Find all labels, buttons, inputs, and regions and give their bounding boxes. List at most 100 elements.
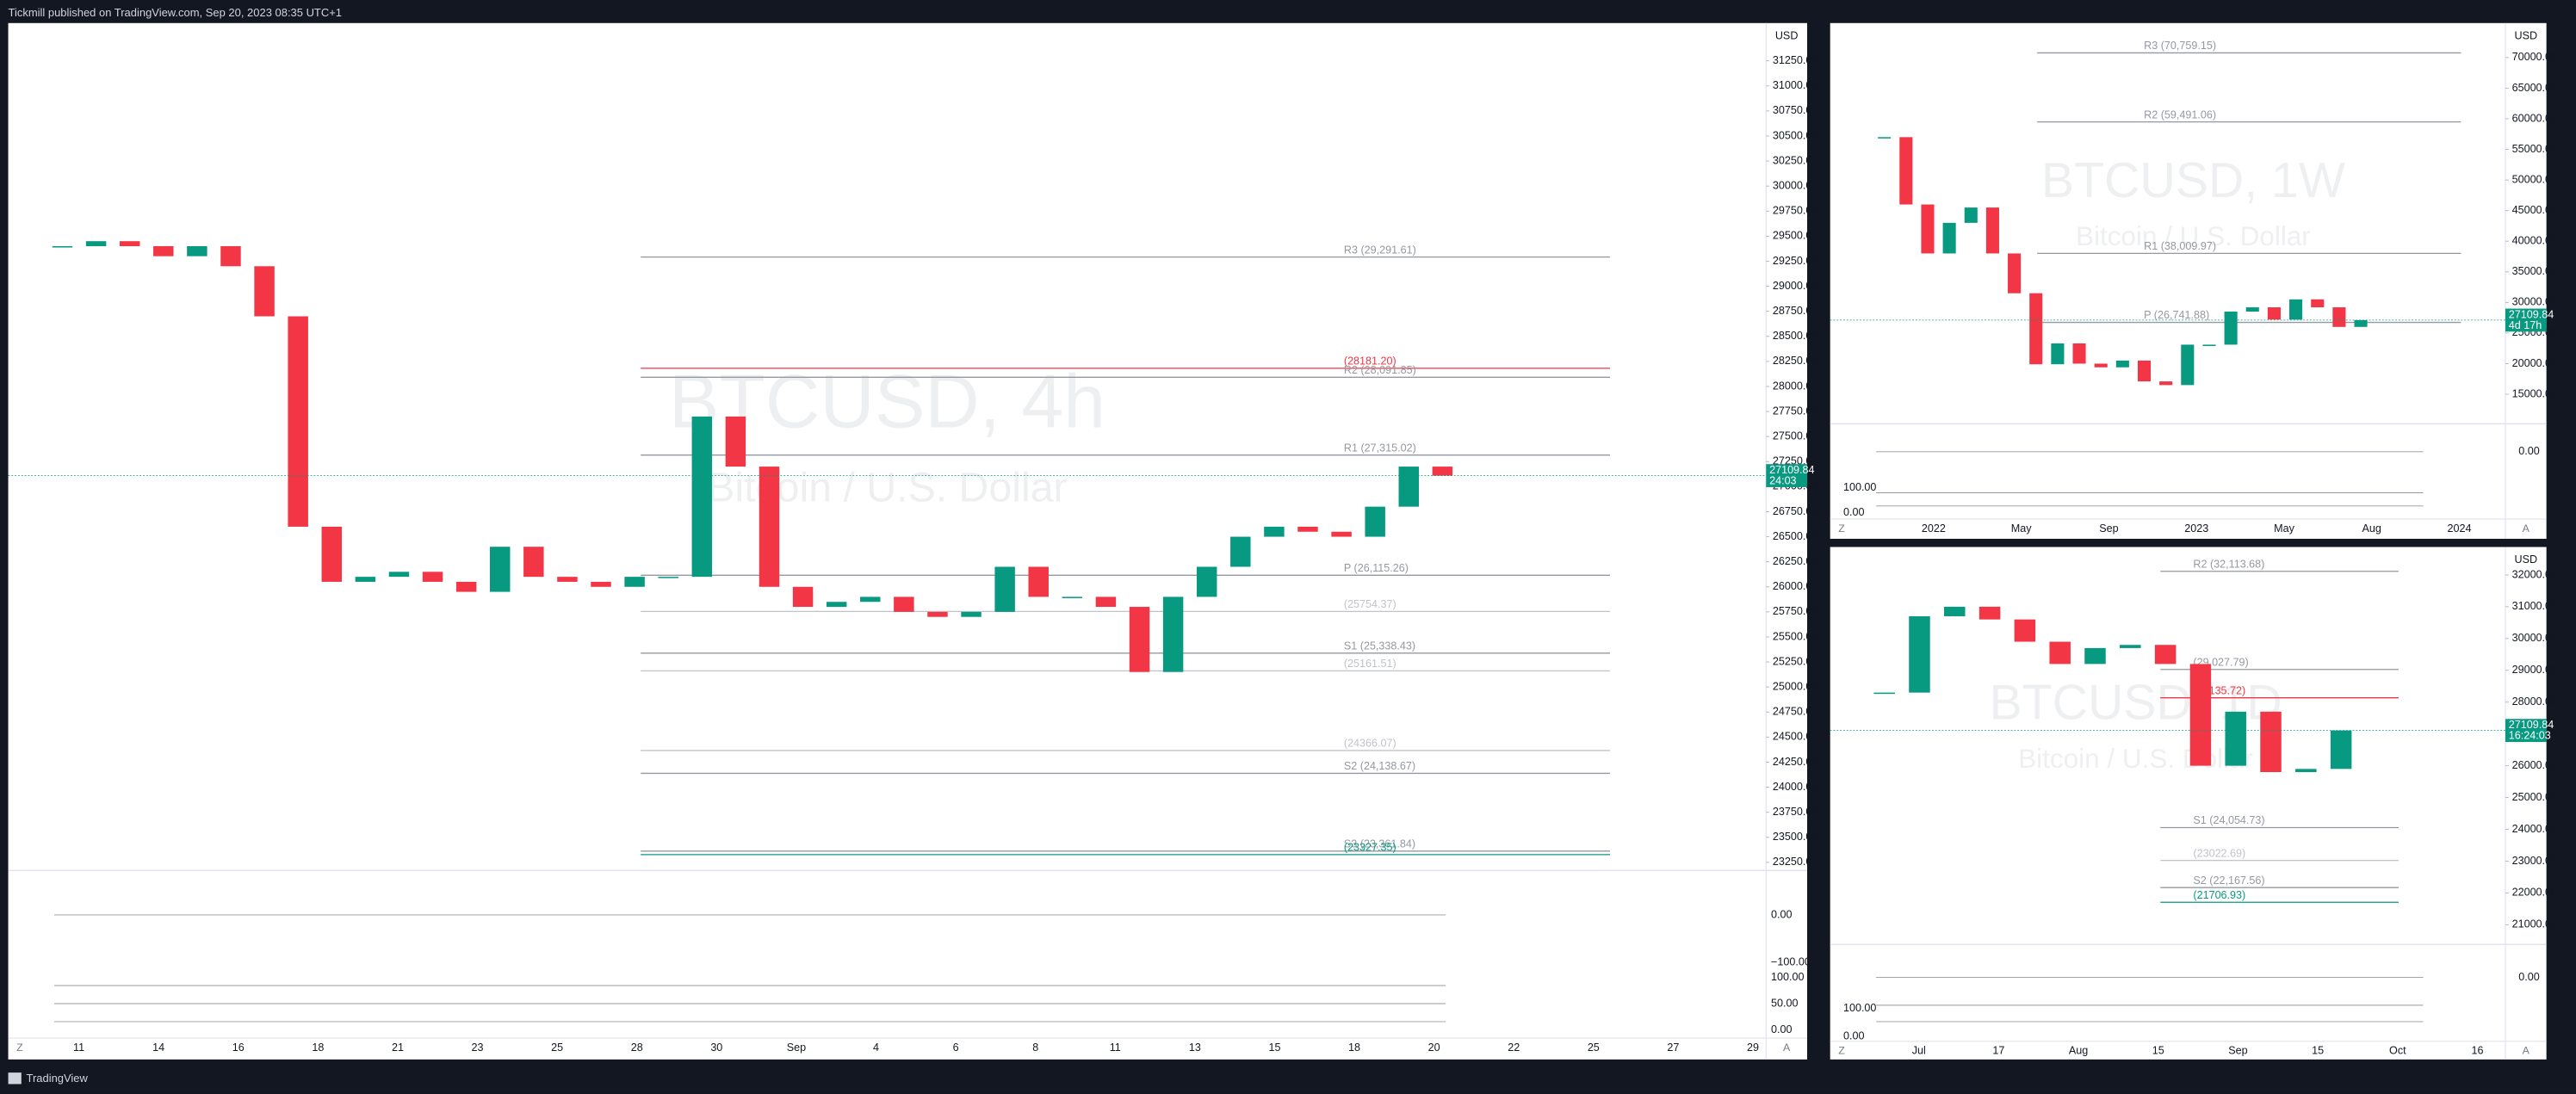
candle bbox=[2245, 307, 2259, 312]
candle bbox=[624, 577, 645, 587]
pivot-label: R2 (59,491.06) bbox=[2144, 108, 2216, 121]
candle bbox=[658, 577, 678, 578]
candle bbox=[220, 246, 241, 267]
candle bbox=[1196, 566, 1217, 597]
y-tick-label: 23000.00 bbox=[2512, 855, 2557, 867]
candle bbox=[1944, 606, 1966, 616]
oscillator-label: 0.00 bbox=[1843, 506, 1864, 518]
candle bbox=[1062, 596, 1083, 598]
candle bbox=[1398, 467, 1420, 507]
pivot-label: R2 (32,113.68) bbox=[2193, 558, 2264, 570]
oscillator-label: 0.00 bbox=[1771, 1023, 1792, 1035]
candle bbox=[961, 611, 981, 617]
pivot-label: (25754.37) bbox=[1344, 598, 1396, 610]
countdown: 4d 17h bbox=[2509, 319, 2542, 331]
x-tick-label: 21 bbox=[392, 1041, 404, 1054]
price-badge bbox=[2505, 308, 2547, 332]
zoom-button[interactable]: Z bbox=[1838, 522, 1845, 535]
candle bbox=[1899, 137, 1913, 205]
auto-scale-button[interactable]: A bbox=[1783, 1041, 1791, 1054]
y-tick-label: 23750.00 bbox=[1773, 806, 1817, 818]
candle bbox=[2084, 647, 2106, 664]
zoom-button[interactable]: Z bbox=[1838, 1045, 1845, 1057]
y-tick-label: 25000.00 bbox=[2512, 791, 2557, 803]
candle bbox=[2289, 299, 2303, 320]
candle bbox=[1964, 207, 1978, 223]
y-tick-label: 55000.00 bbox=[2512, 143, 2557, 155]
x-tick-label: 15 bbox=[2152, 1045, 2164, 1057]
pivot-label: (28181.20) bbox=[1344, 355, 1396, 368]
y-tick-label: 28500.00 bbox=[1773, 330, 1817, 342]
price-label: 27109.84 bbox=[2509, 719, 2554, 731]
pivot-label: R2 (28,091.85) bbox=[1344, 364, 1416, 376]
x-tick-label: Sep bbox=[787, 1041, 806, 1054]
y-tick-label: 31250.00 bbox=[1773, 54, 1817, 66]
candle bbox=[2154, 645, 2177, 664]
pivot-label: P (26,115.26) bbox=[1344, 562, 1409, 574]
candle bbox=[1873, 692, 1895, 695]
x-tick-label: 20 bbox=[1428, 1041, 1440, 1054]
x-tick-label: Jul bbox=[1912, 1045, 1926, 1057]
oscillator-label: 100.00 bbox=[1843, 481, 1876, 493]
y-tick-label: 26000.00 bbox=[1773, 580, 1817, 592]
y-tick-label: 29250.00 bbox=[1773, 255, 1817, 267]
y-tick-label: 28250.00 bbox=[1773, 355, 1817, 367]
x-tick-label: 18 bbox=[1348, 1041, 1360, 1054]
oscillator-label: −100.00 bbox=[1771, 956, 1811, 968]
x-tick-label: 15 bbox=[1268, 1041, 1280, 1054]
x-tick-label: Oct bbox=[2389, 1045, 2406, 1057]
y-tick-label: 25500.00 bbox=[1773, 630, 1817, 642]
candle bbox=[2049, 641, 2071, 664]
candle bbox=[153, 246, 174, 257]
publisher-line: Tickmill published on TradingView.com, S… bbox=[9, 6, 342, 19]
candle bbox=[2332, 307, 2346, 327]
x-tick-label: May bbox=[2274, 522, 2294, 535]
x-tick-label: Aug bbox=[2069, 1045, 2088, 1057]
y-tick-label: 31000.00 bbox=[2512, 600, 2557, 612]
y-tick-label: 30750.00 bbox=[1773, 104, 1817, 116]
oscillator-label: 100.00 bbox=[1771, 971, 1804, 983]
x-tick-label: 4 bbox=[873, 1041, 879, 1054]
pivot-label: (21706.93) bbox=[2193, 889, 2245, 901]
price-label: 27109.84 bbox=[1769, 464, 1814, 476]
countdown: 24:03 bbox=[1769, 475, 1796, 487]
x-tick-label: 16 bbox=[2472, 1045, 2484, 1057]
x-tick-label: 14 bbox=[152, 1041, 164, 1054]
auto-scale-button[interactable]: A bbox=[2523, 522, 2530, 535]
price-label: 27109.84 bbox=[2509, 309, 2554, 321]
candle bbox=[2008, 253, 2022, 294]
x-tick-label: 15 bbox=[2312, 1045, 2324, 1057]
pivot-label: (23327.35) bbox=[1344, 842, 1396, 854]
x-tick-label: May bbox=[2011, 522, 2032, 535]
candle bbox=[927, 611, 948, 617]
y-tick-label: 30000.00 bbox=[1773, 180, 1817, 192]
y-tick-label: 23500.00 bbox=[1773, 831, 1817, 843]
candle bbox=[1978, 606, 2001, 620]
candle bbox=[1365, 506, 1385, 537]
oscillator-label: 100.00 bbox=[1843, 1002, 1876, 1014]
y-tick-label: 23250.00 bbox=[1773, 856, 1817, 868]
candle bbox=[2260, 711, 2282, 773]
candle bbox=[2225, 711, 2246, 766]
zoom-button[interactable]: Z bbox=[16, 1041, 23, 1054]
y-tick-label: 28750.00 bbox=[1773, 305, 1817, 317]
pivot-label: (24366.07) bbox=[1344, 738, 1396, 750]
candle bbox=[355, 577, 376, 582]
candle bbox=[725, 416, 746, 467]
x-tick-label: 18 bbox=[312, 1041, 324, 1054]
candle bbox=[2311, 299, 2325, 308]
y-tick-label: 27750.00 bbox=[1773, 405, 1817, 417]
pivot-label: S3 (23,361.84) bbox=[1344, 838, 1415, 850]
candle bbox=[2014, 619, 2036, 642]
brand: TradingView bbox=[27, 1072, 89, 1085]
x-tick-label: 30 bbox=[710, 1041, 722, 1054]
y-tick-label: 65000.00 bbox=[2512, 82, 2557, 94]
candle bbox=[52, 246, 73, 248]
y-tick-label: 30000.00 bbox=[2512, 632, 2557, 644]
auto-scale-button[interactable]: A bbox=[2523, 1045, 2530, 1057]
x-tick-label: 2024 bbox=[2448, 522, 2472, 535]
y-tick-label: 28000.00 bbox=[1773, 380, 1817, 392]
y-tick-label: 30250.00 bbox=[1773, 154, 1817, 166]
y-tick-label: 31000.00 bbox=[1773, 79, 1817, 91]
y-tick-label: 15000.00 bbox=[2512, 387, 2557, 399]
